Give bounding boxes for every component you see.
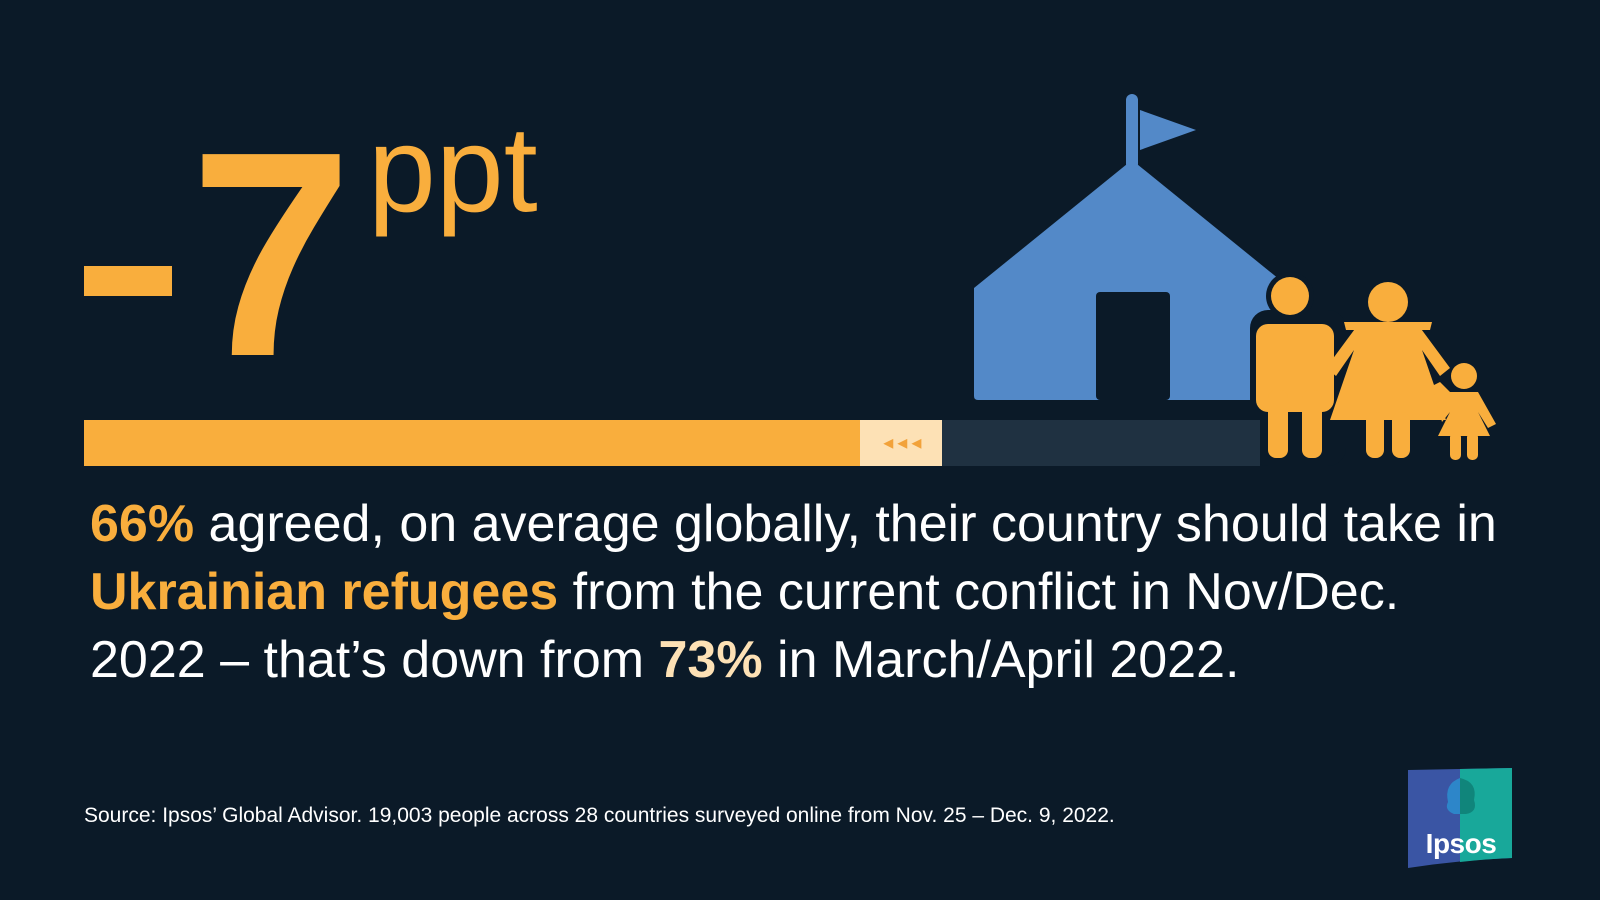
statement-segment: agreed, on average globally, their count… (194, 495, 1497, 553)
woman-icon (1326, 282, 1450, 458)
progress-bar: ◂ ◂ ◂ (84, 420, 1260, 466)
decline-arrow-icon: ◂ (883, 432, 893, 454)
refugee-illustration-svg (974, 94, 1496, 466)
previous-percent-highlight: 73% (658, 631, 763, 689)
flag-icon (1140, 110, 1196, 150)
man-icon (1250, 272, 1346, 466)
decline-arrow-icon: ◂ (911, 432, 921, 454)
ipsos-logo: Ipsos (1408, 768, 1514, 868)
headline-stat: 7 ppt (0, 0, 600, 400)
logo-text: Ipsos (1425, 828, 1497, 859)
decline-arrow-icon: ◂ (897, 432, 907, 454)
progress-fill-decline: ◂ ◂ ◂ (860, 420, 943, 466)
progress-fill-current (84, 420, 861, 466)
current-percent-highlight: 66% (90, 495, 195, 553)
child-icon (1432, 363, 1496, 460)
headline-value: 7 (190, 91, 352, 417)
refugee-illustration (960, 90, 1540, 480)
subject-highlight: Ukrainian refugees (90, 563, 559, 621)
minus-sign (84, 266, 172, 296)
statement-segment: in March/April 2022. (762, 631, 1240, 689)
statement-segment: from the current conflict in Nov/Dec. 20… (90, 563, 1400, 689)
statement-text: 66% agreed, on average globally, their c… (90, 490, 1510, 694)
headline-unit: ppt (368, 101, 538, 237)
tent-icon (974, 94, 1290, 400)
source-note: Source: Ipsos’ Global Advisor. 19,003 pe… (84, 804, 1115, 827)
ipsos-logo-mark (1408, 768, 1512, 868)
